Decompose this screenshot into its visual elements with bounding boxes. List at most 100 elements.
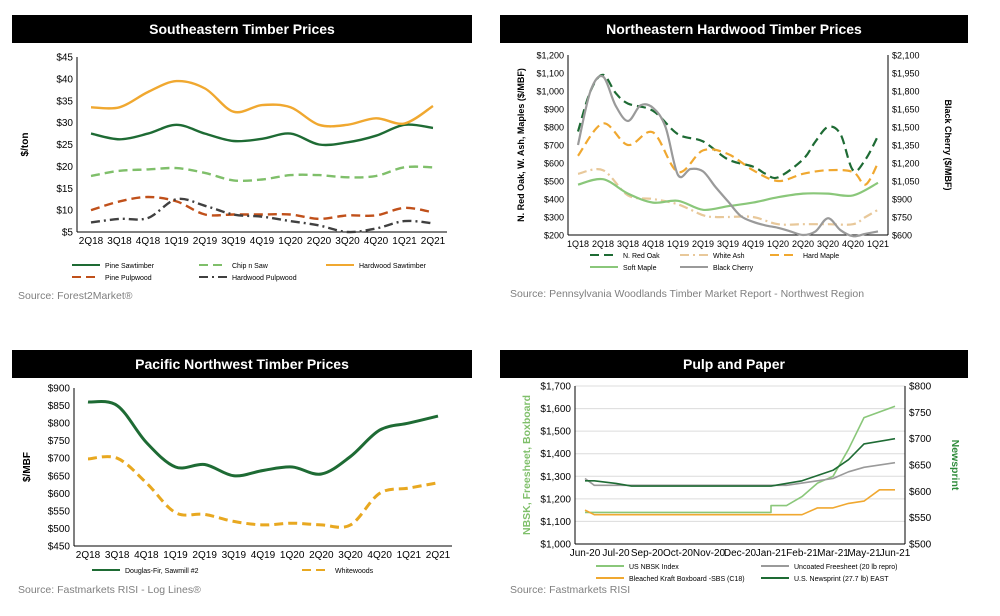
series-line-uncoated-freesheet-20-lb-repro [584, 461, 896, 487]
y2-tick-label: $650 [909, 461, 932, 472]
y-tick-label: $1,300 [540, 472, 571, 483]
y2-tick-label: $1,800 [892, 87, 920, 97]
y2-tick-label: $800 [909, 382, 932, 393]
x-tick-label: 1Q19 [164, 236, 189, 247]
series-line-douglas-fir-sawmill-2 [87, 399, 439, 478]
y-tick-label: $1,400 [540, 449, 571, 460]
x-tick-label: 2Q18 [76, 550, 101, 561]
x-tick-label: 1Q18 [567, 239, 589, 249]
y-tick-label: $5 [62, 228, 74, 239]
plot-area [74, 388, 452, 546]
plot-area [568, 55, 888, 235]
panel-title-southeastern: Southeastern Timber Prices [12, 15, 472, 43]
y-tick-label: $800 [544, 123, 564, 133]
y-tick-label: $1,000 [540, 540, 571, 551]
y-tick-label: $550 [48, 506, 71, 517]
x-tick-label: 1Q21 [392, 236, 417, 247]
legend-label: Whitewoods [335, 568, 374, 575]
x-tick-label: Jan-21 [756, 548, 787, 559]
y2-tick-label: $750 [909, 408, 932, 419]
y-tick-label: $200 [544, 231, 564, 241]
series-line-n-red-oak [576, 73, 879, 180]
y-tick-label: $800 [48, 419, 71, 430]
legend-label: Hardwood Sawtimber [359, 263, 427, 270]
y-tick-label: $15 [56, 184, 73, 195]
x-tick-label: Sep-20 [631, 548, 664, 559]
y-axis-label: $/MBF [22, 452, 33, 482]
y-tick-label: $40 [56, 74, 73, 85]
x-tick-label: 3Q20 [338, 550, 363, 561]
y-tick-label: $1,200 [536, 51, 564, 61]
y2-tick-label: $1,500 [892, 123, 920, 133]
x-tick-label: 3Q19 [221, 236, 246, 247]
x-tick-label: 3Q20 [335, 236, 360, 247]
y-tick-label: $35 [56, 96, 73, 107]
series-line-u-s-newsprint-27-7-lb-east [585, 437, 896, 487]
legend-label: U.S. Newsprint (27.7 lb) EAST [794, 576, 889, 583]
series-line-chip-n-saw [90, 165, 434, 183]
x-tick-label: 4Q19 [742, 239, 764, 249]
chart-northeastern-hardwood-timber-prices: $200 $300 $400 $500 $600 $700 $800 $900 $1,000 $1… [516, 51, 953, 273]
y2-tick-label: $600 [909, 487, 932, 498]
y-tick-label: $650 [48, 471, 71, 482]
y-axis-label: NBSK, Freesheet, Boxboard [521, 395, 533, 535]
chart-pulp-and-paper: $1,000 $1,100 $1,200 $1,300 $1,400 $1,500 $1,6… [521, 382, 961, 584]
y2-tick-label: $500 [909, 540, 932, 551]
y-tick-label: $10 [56, 206, 73, 217]
x-tick-label: 2Q19 [692, 239, 714, 249]
x-tick-label: 1Q20 [280, 550, 305, 561]
y2-tick-label: $2,100 [892, 51, 920, 61]
x-tick-label: 3Q19 [717, 239, 739, 249]
y2-tick-label: $1,200 [892, 159, 920, 169]
x-tick-label: Dec-20 [724, 548, 757, 559]
y-tick-label: $500 [544, 177, 564, 187]
legend-label: Uncoated Freesheet (20 lb repro) [794, 564, 898, 571]
y-tick-label: $20 [56, 162, 73, 173]
legend-label: Hardwood Pulpwood [232, 275, 297, 282]
series-line-bleached-kraft-boxboard-sbs-c18 [584, 489, 895, 516]
y2-tick-label: $700 [909, 434, 932, 445]
panel-title-pulp-paper: Pulp and Paper [500, 350, 968, 378]
legend-label: Douglas-Fir, Sawmill #2 [125, 568, 199, 575]
y-tick-label: $1,500 [540, 427, 571, 438]
y-tick-label: $1,000 [536, 87, 564, 97]
x-tick-label: 2Q21 [426, 550, 451, 561]
chart-pacific-northwest-timber-prices: $450 $500 $550 $600 $650 $700 $750 $800 $850 $900… [22, 384, 452, 575]
y-tick-label: $1,100 [540, 517, 571, 528]
y2-tick-label: $1,050 [892, 177, 920, 187]
y-tick-label: $900 [48, 384, 71, 395]
y-tick-label: $300 [544, 213, 564, 223]
plot-area [575, 386, 905, 544]
x-tick-label: Nov-20 [693, 548, 726, 559]
y2-tick-label: $1,350 [892, 141, 920, 151]
series-line-pine-pulpwood [90, 195, 434, 221]
y-tick-label: $500 [48, 524, 71, 535]
y-axis-label: $/ton [20, 133, 31, 157]
y-tick-label: $25 [56, 140, 73, 151]
x-tick-label: 2Q18 [592, 239, 614, 249]
legend-label: N. Red Oak [623, 253, 660, 260]
y-tick-label: $400 [544, 195, 564, 205]
x-tick-label: 2Q20 [307, 236, 332, 247]
legend-label: Pine Sawtimber [105, 263, 155, 270]
x-tick-label: Mar-21 [817, 548, 849, 559]
y-axis-label: N. Red Oak, W. Ash, Maples ($/MBF) [516, 68, 526, 222]
series-line-pine-sawtimber [90, 123, 434, 147]
x-tick-label: Jun-21 [880, 548, 911, 559]
y-tick-label: $1,200 [540, 494, 571, 505]
y2-axis-label: Newsprint [949, 440, 961, 491]
y-tick-label: $450 [48, 542, 71, 553]
legend-label: US NBSK Index [629, 564, 679, 571]
x-tick-label: 2Q18 [79, 236, 104, 247]
x-tick-label: 3Q18 [617, 239, 639, 249]
y2-tick-label: $550 [909, 513, 932, 524]
y-tick-label: $700 [544, 141, 564, 151]
x-tick-label: 3Q20 [817, 239, 839, 249]
y2-tick-label: $1,950 [892, 69, 920, 79]
y-tick-label: $600 [544, 159, 564, 169]
panel-title-pacific-northwest: Pacific Northwest Timber Prices [12, 350, 472, 378]
x-tick-label: Oct-20 [663, 548, 693, 559]
legend-label: White Ash [713, 253, 745, 260]
x-tick-label: 2Q19 [192, 550, 217, 561]
x-tick-label: Jun-20 [570, 548, 601, 559]
